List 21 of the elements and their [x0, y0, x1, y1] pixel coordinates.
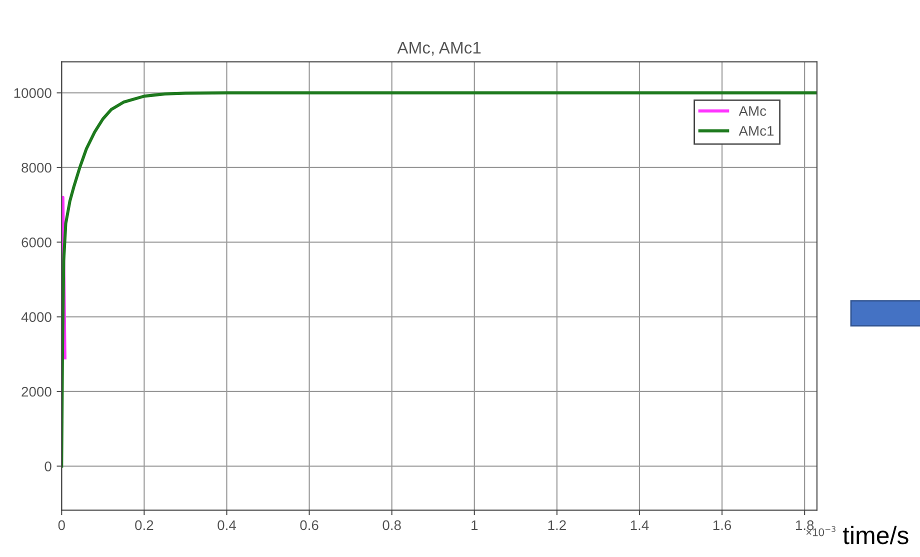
x-tick-label: 1.6 — [713, 520, 732, 530]
legend-label: AMc1 — [738, 126, 774, 136]
x-tick-label: 0.2 — [135, 520, 154, 530]
legend-label: AMc — [738, 106, 766, 116]
y-tick-label: 6000 — [22, 237, 52, 248]
x-tick-label: 0.4 — [218, 520, 236, 530]
x-tick-label: 0.8 — [382, 520, 401, 530]
y-tick-label: 8000 — [22, 162, 52, 173]
x-tick-label: 0 — [58, 520, 65, 530]
y-tick-label: 2000 — [22, 386, 52, 397]
line-series — [62, 91, 817, 468]
x-tick-label: 1.4 — [630, 520, 649, 530]
y-tick-label: 10000 — [14, 88, 52, 98]
y-tick-label: 4000 — [21, 312, 52, 322]
x-tick-label: 1.2 — [548, 520, 566, 530]
chart-title: AMc, AMc1 — [397, 42, 481, 56]
x-tick-label: 1 — [472, 520, 478, 530]
y-tick-label: 0 — [44, 461, 52, 472]
x-tick-label: 1.8 — [796, 520, 814, 530]
x-axis-title: time/s — [842, 526, 908, 544]
x-tick-label: 0.6 — [300, 520, 318, 530]
